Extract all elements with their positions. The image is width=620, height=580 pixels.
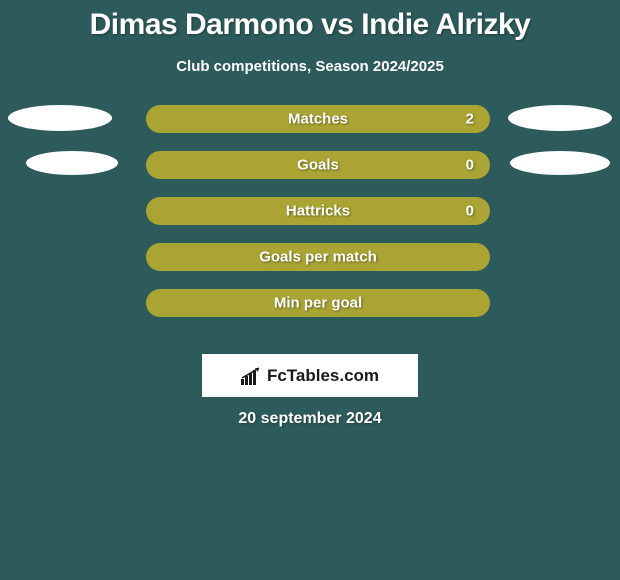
stat-label: Hattricks [286,203,350,220]
stat-label: Goals [297,157,339,174]
stat-row: Matches 2 [8,105,612,133]
stat-bar-matches: Matches 2 [146,105,490,133]
comparison-subtitle: Club competitions, Season 2024/2025 [0,58,620,75]
stat-row: Hattricks 0 [8,197,612,225]
stat-row: Goals 0 [8,151,612,179]
footer-date: 20 september 2024 [238,410,381,428]
stat-row: Min per goal [8,289,612,317]
logo-text: FcTables.com [267,366,379,386]
comparison-title: Dimas Darmono vs Indie Alrizky [0,0,620,42]
stat-bar-goals: Goals 0 [146,151,490,179]
stat-bar-min-per-goal: Min per goal [146,289,490,317]
stat-value: 0 [466,203,474,220]
stat-value: 2 [466,111,474,128]
chart-icon [241,367,263,385]
stat-value: 0 [466,157,474,174]
stat-label: Goals per match [259,249,377,266]
stat-label: Matches [288,111,348,128]
stat-row: Goals per match [8,243,612,271]
stat-bar-goals-per-match: Goals per match [146,243,490,271]
stat-bar-hattricks: Hattricks 0 [146,197,490,225]
stat-label: Min per goal [274,295,362,312]
stats-area: Matches 2 Goals 0 Hattricks 0 Goals per … [0,105,620,317]
logo-box: FcTables.com [202,354,418,397]
